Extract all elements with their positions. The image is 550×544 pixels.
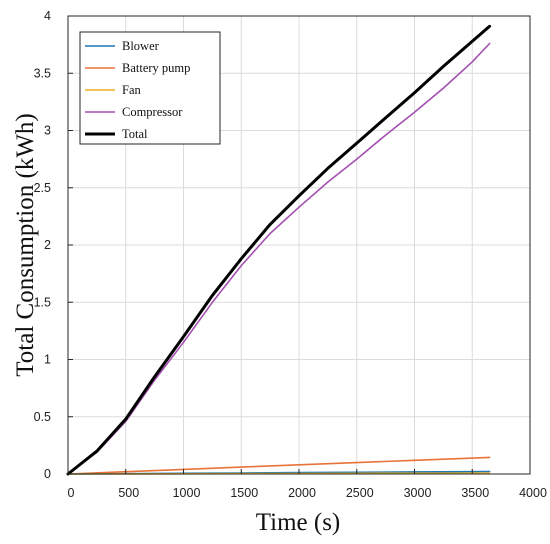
legend-box <box>79 31 221 145</box>
x-tick-label: 500 <box>118 486 139 500</box>
grid-lines <box>68 16 530 474</box>
x-tick-label: 4000 <box>519 486 547 500</box>
y-tick-label: 0 <box>44 467 51 481</box>
y-tick-label: 0.5 <box>34 410 51 424</box>
x-axis-title: Time (s) <box>256 509 341 536</box>
legend-label: Total <box>122 127 148 141</box>
x-tick-label: 3500 <box>461 486 489 500</box>
x-tick-label: 2500 <box>346 486 374 500</box>
series-line-battery-pump <box>67 456 491 475</box>
legend-label: Battery pump <box>122 61 190 75</box>
x-tick-label: 3000 <box>404 486 432 500</box>
x-tick-label: 2000 <box>288 486 316 500</box>
y-tick-label: 3.5 <box>34 66 51 80</box>
x-tick-label: 1000 <box>173 486 201 500</box>
y-tick-label: 1 <box>44 353 51 367</box>
y-tick-label: 1.5 <box>34 295 51 309</box>
series-line-total <box>66 24 492 476</box>
y-tick-label: 2 <box>44 238 51 252</box>
legend-label: Fan <box>122 83 142 97</box>
x-tick-label: 1500 <box>230 486 258 500</box>
legend: Blower Battery pump Fan Compressor Total <box>79 31 221 145</box>
legend-label: Compressor <box>122 105 183 119</box>
y-tick-label: 2.5 <box>34 181 51 195</box>
y-tick-label: 3 <box>44 124 51 138</box>
x-tick-label: 0 <box>68 486 75 500</box>
legend-label: Blower <box>122 39 160 53</box>
y-axis-title: Total Consumption (kWh) <box>12 113 39 377</box>
y-tick-label: 4 <box>44 9 51 23</box>
series-line-compressor <box>67 42 491 475</box>
ticks: 0 500 1000 1500 2000 2500 3000 3500 4000 0 0.5 1 1.5… <box>34 9 547 500</box>
